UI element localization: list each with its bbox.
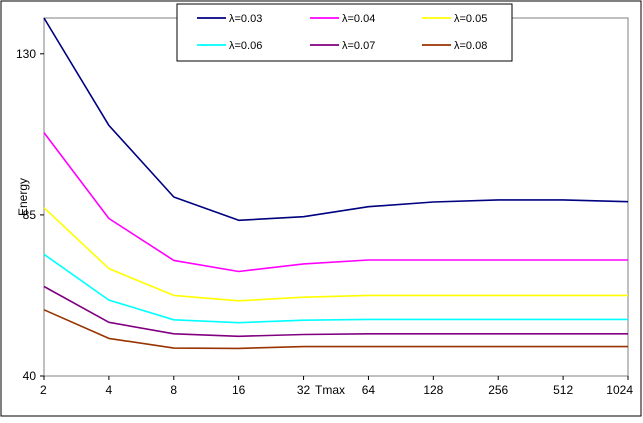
x-tick-label: 64 (362, 383, 376, 397)
legend-label: λ=0.07 (342, 40, 375, 52)
y-tick-label: 40 (23, 369, 37, 383)
legend-label: λ=0.03 (229, 13, 262, 25)
plot-area (44, 18, 628, 376)
x-tick-label: 32 (297, 383, 311, 397)
legend-label: λ=0.06 (229, 40, 262, 52)
y-axis-title: Energy (16, 178, 30, 216)
x-tick-label: 2 (40, 383, 47, 397)
legend-label: λ=0.05 (454, 13, 487, 25)
x-axis-title: Tmax (315, 383, 345, 397)
legend: λ=0.03 λ=0.04 λ=0.05 λ=0.06 λ=0.07 λ=0.08 (177, 4, 512, 61)
x-tick-label: 128 (423, 383, 443, 397)
x-tick-label: 16 (232, 383, 246, 397)
legend-label: λ=0.08 (454, 40, 487, 52)
x-tick-label: 4 (106, 383, 113, 397)
x-tick-label: 8 (170, 383, 177, 397)
y-tick-label: 130 (16, 47, 36, 61)
legend-label: λ=0.04 (342, 13, 375, 25)
x-tick-label: 256 (488, 383, 508, 397)
x-tick-label: 1024 (606, 383, 633, 397)
x-tick-label: 512 (553, 383, 573, 397)
